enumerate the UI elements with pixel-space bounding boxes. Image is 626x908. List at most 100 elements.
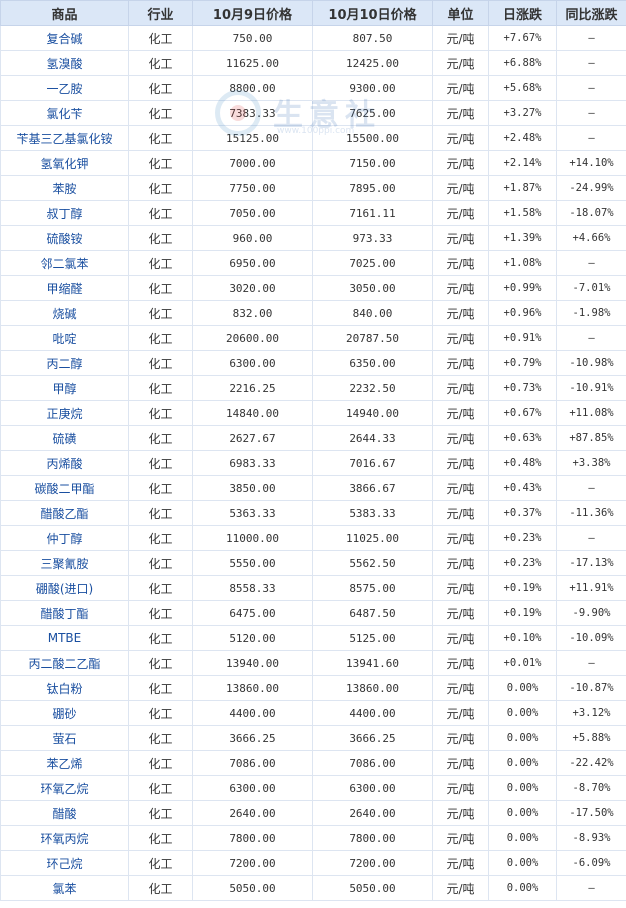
header-unit: 单位 [432, 0, 489, 26]
price-oct10-cell: 7200.00 [312, 850, 433, 876]
table-row: 醋酸丁酯 化工 6475.00 6487.50 元/吨 +0.19% -9.90% [0, 600, 626, 626]
industry-cell: 化工 [128, 100, 193, 126]
price-oct9-cell: 832.00 [192, 300, 313, 326]
product-name-link[interactable]: 丙二醇 [0, 350, 129, 376]
yoy-change-cell: -17.50% [556, 800, 626, 826]
unit-cell: 元/吨 [432, 200, 489, 226]
price-oct9-cell: 13860.00 [192, 675, 313, 701]
product-name-link[interactable]: 硼砂 [0, 700, 129, 726]
table-row: 硫酸铵 化工 960.00 973.33 元/吨 +1.39% +4.66% [0, 225, 626, 251]
table-row: 甲醇 化工 2216.25 2232.50 元/吨 +0.73% -10.91% [0, 375, 626, 401]
industry-cell: 化工 [128, 450, 193, 476]
yoy-change-cell: +87.85% [556, 425, 626, 451]
product-name-link[interactable]: 硫磺 [0, 425, 129, 451]
table-row: 苯乙烯 化工 7086.00 7086.00 元/吨 0.00% -22.42% [0, 750, 626, 776]
yoy-change-cell: -8.93% [556, 825, 626, 851]
price-oct10-cell: 13860.00 [312, 675, 433, 701]
daily-change-cell: +0.19% [488, 575, 557, 601]
daily-change-cell: +0.79% [488, 350, 557, 376]
industry-cell: 化工 [128, 400, 193, 426]
price-oct10-cell: 6300.00 [312, 775, 433, 801]
yoy-change-cell: — [556, 875, 626, 901]
daily-change-cell: 0.00% [488, 675, 557, 701]
price-oct9-cell: 7750.00 [192, 175, 313, 201]
yoy-change-cell: — [556, 525, 626, 551]
price-oct10-cell: 9300.00 [312, 75, 433, 101]
price-oct10-cell: 7150.00 [312, 150, 433, 176]
product-name-link[interactable]: 醋酸 [0, 800, 129, 826]
product-name-link[interactable]: 苯乙烯 [0, 750, 129, 776]
product-name-link[interactable]: 正庚烷 [0, 400, 129, 426]
table-row: 甲缩醛 化工 3020.00 3050.00 元/吨 +0.99% -7.01% [0, 275, 626, 301]
product-name-link[interactable]: 氢氧化钾 [0, 150, 129, 176]
product-name-link[interactable]: 钛白粉 [0, 675, 129, 701]
daily-change-cell: +5.68% [488, 75, 557, 101]
product-name-link[interactable]: 环氧丙烷 [0, 825, 129, 851]
product-name-link[interactable]: 环氧乙烷 [0, 775, 129, 801]
product-name-link[interactable]: 甲缩醛 [0, 275, 129, 301]
product-name-link[interactable]: MTBE [0, 625, 129, 651]
product-name-link[interactable]: 丙烯酸 [0, 450, 129, 476]
unit-cell: 元/吨 [432, 125, 489, 151]
yoy-change-cell: +14.10% [556, 150, 626, 176]
daily-change-cell: +0.48% [488, 450, 557, 476]
yoy-change-cell: +11.91% [556, 575, 626, 601]
product-name-link[interactable]: 丙二酸二乙酯 [0, 650, 129, 676]
product-name-link[interactable]: 硫酸铵 [0, 225, 129, 251]
product-name-link[interactable]: 氯化苄 [0, 100, 129, 126]
product-name-link[interactable]: 氢溴酸 [0, 50, 129, 76]
industry-cell: 化工 [128, 775, 193, 801]
price-oct10-cell: 7161.11 [312, 200, 433, 226]
product-name-link[interactable]: 叔丁醇 [0, 200, 129, 226]
daily-change-cell: +0.23% [488, 525, 557, 551]
product-name-link[interactable]: 烧碱 [0, 300, 129, 326]
product-name-link[interactable]: 碳酸二甲酯 [0, 475, 129, 501]
price-oct9-cell: 2640.00 [192, 800, 313, 826]
industry-cell: 化工 [128, 825, 193, 851]
price-oct10-cell: 14940.00 [312, 400, 433, 426]
product-name-link[interactable]: 醋酸乙酯 [0, 500, 129, 526]
header-daily-change: 日涨跌 [488, 0, 557, 26]
price-oct10-cell: 12425.00 [312, 50, 433, 76]
product-name-link[interactable]: 邻二氯苯 [0, 250, 129, 276]
product-name-link[interactable]: 一乙胺 [0, 75, 129, 101]
price-oct9-cell: 15125.00 [192, 125, 313, 151]
price-oct9-cell: 3020.00 [192, 275, 313, 301]
product-name-link[interactable]: 甲醇 [0, 375, 129, 401]
price-oct10-cell: 7625.00 [312, 100, 433, 126]
price-oct10-cell: 7025.00 [312, 250, 433, 276]
price-oct10-cell: 11025.00 [312, 525, 433, 551]
product-name-link[interactable]: 吡啶 [0, 325, 129, 351]
header-yoy-change: 同比涨跌 [556, 0, 626, 26]
product-name-link[interactable]: 复合碱 [0, 25, 129, 51]
industry-cell: 化工 [128, 150, 193, 176]
daily-change-cell: +1.39% [488, 225, 557, 251]
product-name-link[interactable]: 萤石 [0, 725, 129, 751]
daily-change-cell: +6.88% [488, 50, 557, 76]
daily-change-cell: +0.10% [488, 625, 557, 651]
table-row: MTBE 化工 5120.00 5125.00 元/吨 +0.10% -10.09% [0, 625, 626, 651]
table-row: 正庚烷 化工 14840.00 14940.00 元/吨 +0.67% +11.08% [0, 400, 626, 426]
price-oct10-cell: 20787.50 [312, 325, 433, 351]
product-name-link[interactable]: 氯苯 [0, 875, 129, 901]
price-oct9-cell: 6950.00 [192, 250, 313, 276]
product-name-link[interactable]: 醋酸丁酯 [0, 600, 129, 626]
table-row: 苄基三乙基氯化铵 化工 15125.00 15500.00 元/吨 +2.48% — [0, 125, 626, 151]
product-name-link[interactable]: 仲丁醇 [0, 525, 129, 551]
product-name-link[interactable]: 苄基三乙基氯化铵 [0, 125, 129, 151]
yoy-change-cell: — [556, 100, 626, 126]
table-row: 仲丁醇 化工 11000.00 11025.00 元/吨 +0.23% — [0, 525, 626, 551]
daily-change-cell: +7.67% [488, 25, 557, 51]
product-name-link[interactable]: 苯胺 [0, 175, 129, 201]
industry-cell: 化工 [128, 800, 193, 826]
table-row: 萤石 化工 3666.25 3666.25 元/吨 0.00% +5.88% [0, 725, 626, 751]
yoy-change-cell: +4.66% [556, 225, 626, 251]
product-name-link[interactable]: 三聚氰胺 [0, 550, 129, 576]
product-name-link[interactable]: 环己烷 [0, 850, 129, 876]
table-row: 吡啶 化工 20600.00 20787.50 元/吨 +0.91% — [0, 325, 626, 351]
price-oct9-cell: 6300.00 [192, 350, 313, 376]
yoy-change-cell: -10.98% [556, 350, 626, 376]
product-name-link[interactable]: 硼酸(进口) [0, 575, 129, 601]
unit-cell: 元/吨 [432, 425, 489, 451]
price-oct9-cell: 11625.00 [192, 50, 313, 76]
